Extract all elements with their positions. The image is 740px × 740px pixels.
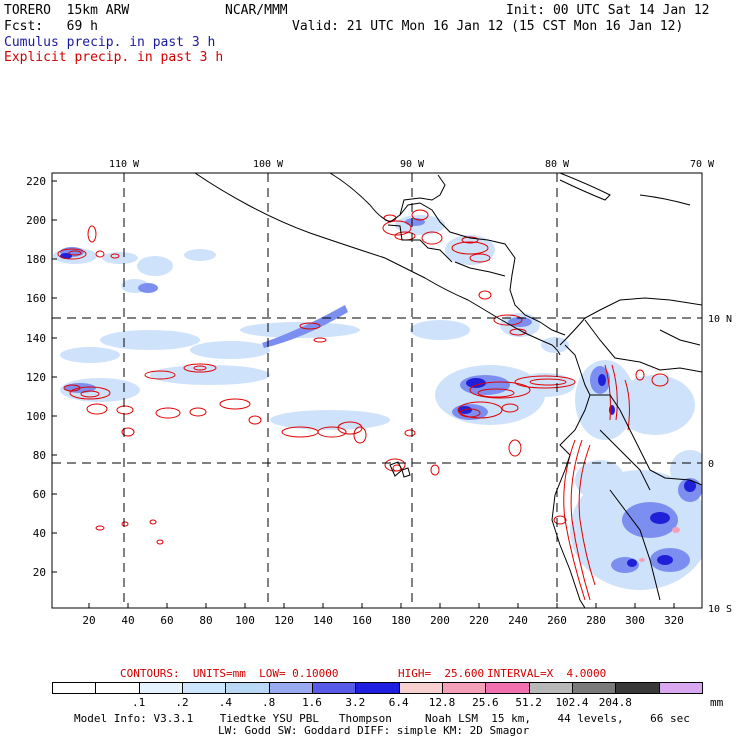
colorbar-label: .8 [262,696,276,709]
colorbar-label: 3.2 [345,696,366,709]
colorbar-label: 6.4 [388,696,409,709]
x-tick-label: 260 [547,614,567,627]
colorbar-label: 25.6 [472,696,499,709]
x-tick-label: 100 [235,614,255,627]
colorbar-label: .1 [132,696,146,709]
lon-label: 70 W [690,159,715,170]
field-label-cumulus: Cumulus precip. in past 3 h [4,35,216,50]
x-tick-label: 240 [508,614,528,627]
x-tick-label: 140 [313,614,333,627]
colorbar-swatch [95,682,140,694]
x-tick-label: 160 [352,614,372,627]
model-title: TORERO 15km ARW [4,3,130,18]
y-tick-label: 40 [33,527,46,540]
y-tick-label: 220 [26,175,46,188]
y-tick-label: 100 [26,410,46,423]
cumulus-moderate-areas [60,218,702,573]
lon-label: 80 W [545,159,570,170]
contour-high: HIGH= 25.600 [398,667,485,680]
lon-label: 90 W [400,159,425,170]
org-label: NCAR/MMM [225,3,288,18]
y-tick-label: 140 [26,332,46,345]
x-tick-label: 40 [121,614,134,627]
axis-ticks [52,180,675,608]
colorbar-label: 102.4 [555,696,589,709]
valid-time: Valid: 21 UTC Mon 16 Jan 12 (15 CST Mon … [292,19,684,34]
physics-info: LW: Godd SW: Goddard DIFF: simple KM: 2D… [218,724,530,737]
field-label-explicit: Explicit precip. in past 3 h [4,50,224,65]
colorbar-swatch [485,682,530,694]
colorbar-swatch [268,682,313,694]
colorbar-swatch [398,682,443,694]
x-tick-labels: 20 40 60 80 100 120 140 160 180 200 220 … [82,614,684,627]
forecast-hour: Fcst: 69 h [4,19,98,34]
colorbar-swatch [442,682,487,694]
precipitation-fields [53,173,702,608]
contour-info: CONTOURS: UNITS=mm LOW= 0.10000 [120,667,339,680]
x-tick-label: 180 [391,614,411,627]
coastlines [194,173,702,608]
x-tick-label: 80 [199,614,212,627]
lon-label: 110 W [109,159,140,170]
graticule [52,173,702,608]
y-tick-labels: 220 200 180 160 140 120 100 80 60 40 20 [26,175,46,579]
colorbar-swatch [615,682,660,694]
colorbar-label: .2 [175,696,189,709]
x-tick-label: 120 [274,614,294,627]
colorbar-label: 12.8 [428,696,456,709]
lon-label: 100 W [253,159,284,170]
x-tick-label: 20 [82,614,95,627]
x-tick-label: 300 [625,614,645,627]
lat-label: 0 [708,459,714,470]
colorbar-swatch [572,682,617,694]
y-tick-label: 20 [33,566,46,579]
init-time: Init: 00 UTC Sat 14 Jan 12 [506,3,710,18]
colorbar-swatch [658,682,703,694]
colorbar-swatch [355,682,400,694]
x-tick-label: 320 [664,614,684,627]
y-tick-label: 160 [26,292,46,305]
colorbar-label: 204.8 [598,696,632,709]
x-tick-label: 220 [469,614,489,627]
colorbar-swatch [182,682,227,694]
pink-accents [639,527,680,562]
colorbar-swatch [52,682,97,694]
y-tick-label: 60 [33,488,46,501]
colorbar-label: 1.6 [302,696,322,709]
colorbar-swatch [225,682,270,694]
model-info: Model Info: V3.3.1 Tiedtke YSU PBL Thomp… [74,712,690,725]
colorbar-label: 51.2 [515,696,542,709]
lat-labels: 10 N 0 10 S [708,314,732,615]
cumulus-light-areas [53,215,702,590]
colorbar-swatch [138,682,183,694]
lat-label: 10 S [708,604,732,615]
y-tick-label: 120 [26,371,46,384]
colorbar-label: .4 [218,696,232,709]
y-tick-label: 200 [26,214,46,227]
lon-labels: 110 W 100 W 90 W 80 W 70 W [109,159,715,170]
plot-frame [51,172,703,609]
lat-label: 10 N [708,314,732,325]
colorbar-unit: mm [710,696,724,709]
x-tick-label: 60 [160,614,173,627]
y-tick-label: 80 [33,449,46,462]
colorbar-swatch [312,682,357,694]
y-tick-label: 180 [26,253,46,266]
explicit-precip-contours [57,209,669,601]
colorbar-swatch [528,682,573,694]
contour-interval: INTERVAL=X 4.0000 [487,667,607,680]
x-tick-label: 200 [430,614,450,627]
x-tick-label: 280 [586,614,606,627]
